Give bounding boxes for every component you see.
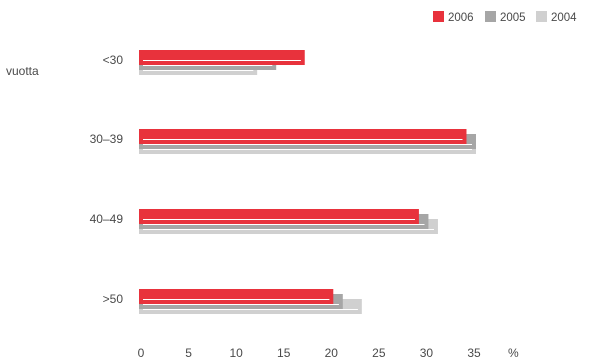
bar-fill-2006-1 xyxy=(141,131,465,139)
x-tick-label: 5 xyxy=(185,346,192,360)
x-tick-label: 20 xyxy=(325,346,339,360)
legend-label: 2005 xyxy=(500,12,526,24)
x-axis-ticks: 0 5 10 15 20 25 30 35 xyxy=(138,346,481,360)
x-axis-unit: % xyxy=(508,346,519,360)
bar-fill-2006-2 xyxy=(141,211,417,219)
category-label: 40–49 xyxy=(90,212,124,226)
x-tick-label: 30 xyxy=(420,346,434,360)
category-label: <30 xyxy=(103,53,124,67)
x-tick-label: 35 xyxy=(467,346,481,360)
legend: 2006 2005 2004 xyxy=(433,11,577,24)
category-labels: <30 30–39 40–49 >50 xyxy=(90,53,124,306)
legend-label: 2004 xyxy=(551,12,577,24)
category-label: >50 xyxy=(103,292,124,306)
x-tick-label: 10 xyxy=(229,346,243,360)
x-tick-label: 25 xyxy=(372,346,386,360)
category-label: 30–39 xyxy=(90,132,124,146)
legend-swatch-2005 xyxy=(485,11,496,22)
bars xyxy=(139,50,476,314)
legend-swatch-2004 xyxy=(536,11,547,22)
bar-fill-2006-3 xyxy=(141,291,332,299)
x-tick-label: 15 xyxy=(277,346,291,360)
x-tick-label: 0 xyxy=(138,346,145,360)
legend-label: 2006 xyxy=(448,12,474,24)
bar-fill-2006-0 xyxy=(141,52,303,60)
legend-swatch-2006 xyxy=(433,11,444,22)
y-axis-label: vuotta xyxy=(6,64,39,78)
